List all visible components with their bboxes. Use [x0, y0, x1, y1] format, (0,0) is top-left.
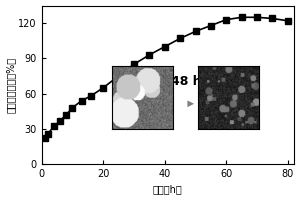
Text: 48 h: 48 h	[172, 75, 202, 88]
X-axis label: 时间（h）: 时间（h）	[153, 184, 183, 194]
Y-axis label: 碘的吸附能力（%）: 碘的吸附能力（%）	[6, 57, 16, 113]
